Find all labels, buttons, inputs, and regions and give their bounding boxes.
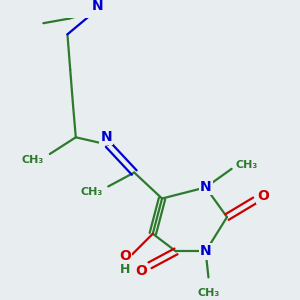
Text: CH₃: CH₃ [235, 160, 258, 170]
Text: CH₃: CH₃ [197, 288, 220, 298]
Text: N: N [91, 0, 103, 14]
Text: O: O [257, 189, 269, 203]
Text: O: O [135, 264, 147, 278]
Text: O: O [119, 249, 131, 263]
Text: CH₃: CH₃ [22, 154, 44, 165]
Text: N: N [200, 244, 212, 258]
Text: N: N [100, 130, 112, 144]
Text: CH₃: CH₃ [80, 187, 103, 197]
Text: N: N [200, 180, 212, 194]
Text: H: H [120, 262, 130, 275]
